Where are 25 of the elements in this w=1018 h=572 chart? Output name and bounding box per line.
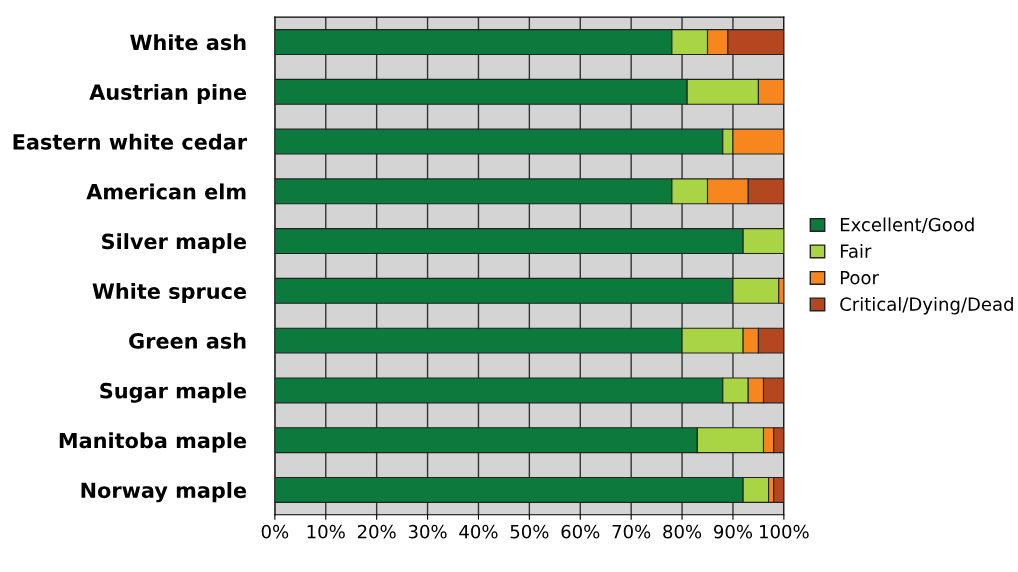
x-tick-label: 40%: [459, 524, 498, 539]
x-tick-label: 30%: [408, 524, 447, 539]
y-tick-label: Eastern white cedar: [13, 133, 248, 150]
legend-label: Excellent/Good: [840, 217, 974, 233]
x-tick-label: 10%: [307, 524, 345, 539]
legend-label: Poor: [840, 271, 879, 285]
x-tick-label: 20%: [357, 524, 396, 539]
y-tick-label: Austrian pine: [89, 83, 247, 105]
y-tick-label: Green ash: [129, 332, 246, 349]
x-tick-label: 90%: [714, 524, 753, 539]
y-tick-label: Norway maple: [81, 482, 247, 503]
legend-label: Fair: [840, 243, 872, 258]
x-tick-label: 0%: [261, 524, 289, 539]
y-tick-label: Sugar maple: [100, 382, 247, 403]
x-tick-label: 70%: [612, 524, 651, 539]
x-tick-label: 100%: [760, 524, 809, 539]
legend-label: Critical/Dying/Dead: [840, 297, 1013, 315]
x-tick-label: 80%: [663, 524, 702, 539]
y-tick-label: White ash: [130, 34, 246, 51]
y-tick-label: Manitoba maple: [59, 432, 247, 453]
y-tick-label: American elm: [86, 183, 246, 200]
x-tick-label: 50%: [510, 524, 549, 539]
x-tick-label: 60%: [561, 524, 600, 539]
y-tick-label: White spruce: [92, 282, 247, 304]
y-tick-label: Silver maple: [102, 233, 247, 254]
